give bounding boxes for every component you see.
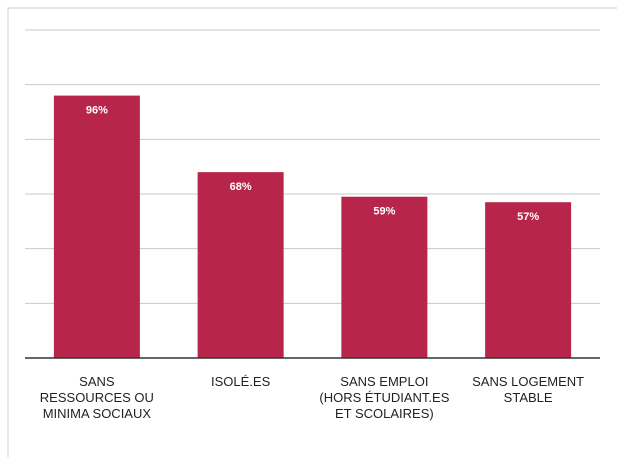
value-label: 59% (373, 206, 395, 218)
bar (197, 172, 284, 358)
value-label: 68% (230, 181, 252, 193)
value-label: 96% (86, 105, 108, 117)
bar (485, 202, 572, 358)
bar (341, 196, 428, 358)
frame (7, 7, 617, 457)
bar (53, 95, 140, 358)
x-tick-label: SANS RESSOURCES OU MINIMA SOCIAUX (39, 374, 154, 421)
value-label: 57% (517, 211, 539, 223)
x-tick-label: SANS EMPLOI (HORS ÉTUDIANT.ES ET SCOLAIR… (319, 374, 450, 421)
x-tick-label: SANS LOGEMENT STABLE (472, 374, 585, 405)
x-tick-label: ISOLÉ.ES (211, 374, 271, 389)
